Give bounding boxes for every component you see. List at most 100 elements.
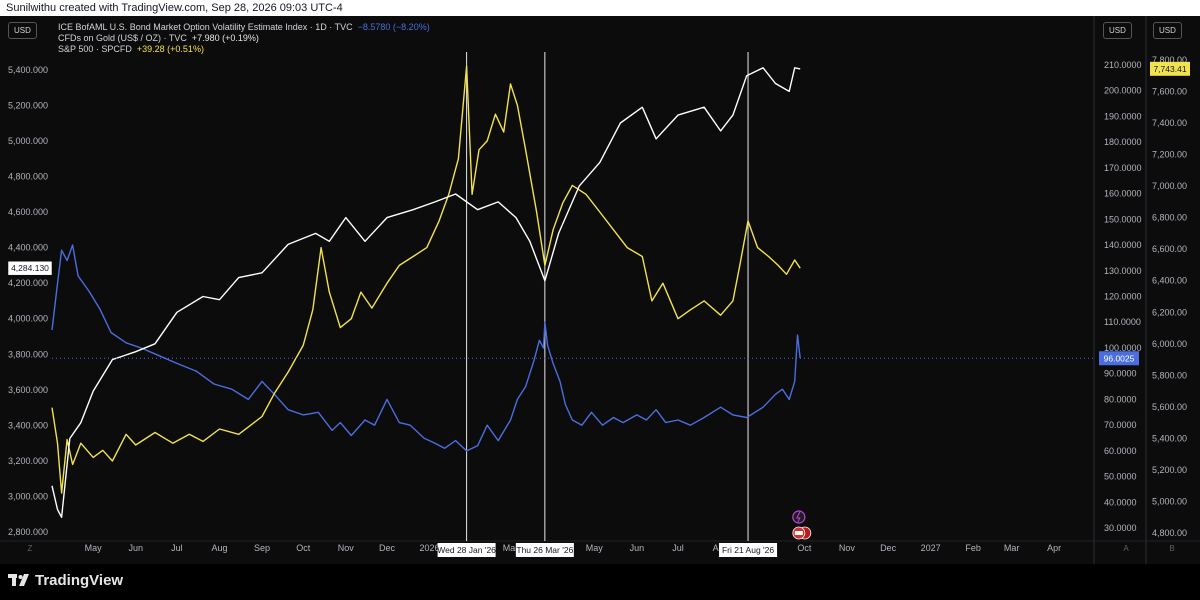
move-axis-tick-label: 90.0000 (1104, 369, 1137, 379)
labels-group: 4,284.130 96.0025 7,743.41 (7, 61, 1190, 540)
x-axis-tick-label: Sep (254, 543, 270, 553)
left-corner-letter: Z (28, 544, 33, 553)
legend-row-move[interactable]: ICE BofAML U.S. Bond Market Option Volat… (58, 22, 430, 33)
spx-axis-tick-label: 7,600.00 (1152, 86, 1187, 96)
gold-axis-tick-label: 2,800.000 (8, 527, 48, 537)
header-text: Sunilwithu created with TradingView.com,… (6, 2, 343, 14)
gold-axis-tick-label: 4,600.000 (8, 207, 48, 217)
spx-series-line (51, 67, 801, 518)
vertical-marker-date-label: Wed 28 Jan '26 (437, 545, 496, 555)
x-axis-tick-label: Nov (338, 543, 355, 553)
x-axis-tick-label: Aug (211, 543, 227, 553)
tradingview-brand: TradingView (35, 572, 124, 589)
move-axis-tick-label: 120.0000 (1104, 292, 1142, 302)
gold-axis-tick-label: 3,800.000 (8, 349, 48, 359)
move-axis-tick-label: 150.0000 (1104, 214, 1142, 224)
spx-axis-tick-label: 7,000.00 (1152, 181, 1187, 191)
move-axis-tick-label: 190.0000 (1104, 111, 1142, 121)
legend-spx-value: +39.28 (+0.51%) (136, 44, 204, 54)
axes-group: 2,800.000 3,000.000 3,200.000 3,400.000 3,60… (0, 16, 1200, 564)
x-axis-tick-label: 2026 (420, 543, 440, 553)
gold-series-line (51, 65, 801, 494)
footer: TradingView (0, 564, 1200, 600)
move-axis-tick-label: 100.0000 (1104, 343, 1142, 353)
gold-axis-tick-label: 4,000.000 (8, 314, 48, 324)
spx-axis-tick-label: 4,800.00 (1152, 528, 1187, 538)
legend-move-name: ICE BofAML U.S. Bond Market Option Volat… (58, 22, 353, 32)
gold-axis-tick-label: 5,200.000 (8, 100, 48, 110)
spx-axis-tick-label: 5,400.00 (1152, 433, 1187, 443)
chart-pane[interactable] (0, 16, 1200, 564)
left-currency-badge[interactable]: USD (8, 22, 37, 39)
spx-axis-tick-label: 5,200.00 (1152, 465, 1187, 475)
spx-axis-tick-label: 5,800.00 (1152, 370, 1187, 380)
header-bar: Sunilwithu created with TradingView.com,… (0, 0, 1200, 16)
spx-last-value-badge (1150, 61, 1190, 76)
x-axis-tick-label: May (85, 543, 103, 553)
x-axis-tick-label: Dec (379, 543, 396, 553)
move-axis-tick-label: 50.0000 (1104, 472, 1137, 482)
spx-axis-tick-label: 6,200.00 (1152, 307, 1187, 317)
spx-axis-tick-label: 6,800.00 (1152, 213, 1187, 223)
legend-move-value: −8.5780 (−8.20%) (357, 22, 430, 32)
x-axis-tick-label: Mar (503, 543, 519, 553)
x-axis-tick-label: Jul (171, 543, 183, 553)
x-axis-tick-label: Oct (797, 543, 812, 553)
gold-last-value-badge (7, 260, 53, 276)
move-axis-tick-label: 80.0000 (1104, 394, 1137, 404)
spx-axis-tick-label: 7,200.00 (1152, 150, 1187, 160)
legend[interactable]: ICE BofAML U.S. Bond Market Option Volat… (58, 22, 430, 55)
x-axis-tick-label: Mar (1004, 543, 1020, 553)
x-axis-tick-label: Apr (1047, 543, 1061, 553)
move-series-line (51, 244, 801, 452)
move-axis-tick-label: 60.0000 (1104, 446, 1137, 456)
move-axis-tick-label: 140.0000 (1104, 240, 1142, 250)
gold-axis-tick-label: 4,200.000 (8, 278, 48, 288)
spx-axis-tick-label: 7,400.00 (1152, 118, 1187, 128)
right-corner-letter-b: B (1169, 544, 1174, 553)
gold-axis-tick-label: 5,000.000 (8, 136, 48, 146)
move-axis-tick-label: 40.0000 (1104, 497, 1137, 507)
vertical-marker-date-badge (719, 543, 778, 557)
legend-gold-value: +7.980 (+0.19%) (191, 33, 259, 43)
right-corner-letter-a: A (1123, 544, 1129, 553)
x-axis-tick-label: Feb (965, 543, 981, 553)
series-group (51, 65, 801, 518)
spx-axis-tick-label: 6,600.00 (1152, 244, 1187, 254)
legend-gold-name: CFDs on Gold (US$ / OZ) · TVC (58, 33, 187, 43)
tradingview-logo[interactable]: TradingView (8, 572, 123, 589)
legend-spx-name: S&P 500 · SPCFD (58, 44, 132, 54)
x-axis-tick-label: Jul (672, 543, 684, 553)
spx-axis-tick-label: 6,000.00 (1152, 339, 1187, 349)
move-axis-tick-label: 30.0000 (1104, 523, 1137, 533)
right-currency-badge-spx[interactable]: USD (1153, 22, 1182, 39)
move-axis-tick-label: 70.0000 (1104, 420, 1137, 430)
gold-axis-tick-label: 3,600.000 (8, 385, 48, 395)
vertical-markers-group: Wed 28 Jan '26 Thu 26 Mar '26 Fri 21 Aug '… (437, 52, 778, 557)
gold-axis-tick-label: 4,800.000 (8, 171, 48, 181)
move-axis-tick-label: 160.0000 (1104, 189, 1142, 199)
spx-axis-tick-label: 6,400.00 (1152, 276, 1187, 286)
spx-axis-tick-label: 5,000.00 (1152, 497, 1187, 507)
legend-row-gold[interactable]: CFDs on Gold (US$ / OZ) · TVC +7.980 (+0… (58, 33, 430, 44)
vertical-marker-date-badge (437, 543, 496, 557)
move-axis-tick-label: 170.0000 (1104, 163, 1142, 173)
event-lightning-icon (792, 510, 806, 524)
x-axis-tick-label: Jun (128, 543, 143, 553)
tradingview-logo-icon (8, 573, 29, 586)
gold-axis-tick-label: 3,000.000 (8, 492, 48, 502)
move-axis-tick-label: 210.0000 (1104, 60, 1142, 70)
move-axis-tick-label: 130.0000 (1104, 266, 1142, 276)
spx-last-value-label: 7,743.41 (1153, 64, 1186, 74)
event-flag-stripe (794, 531, 803, 535)
move-last-value-label: 96.0025 (1104, 353, 1135, 363)
vertical-marker-date-label: Fri 21 Aug '26 (722, 545, 774, 555)
event-lightning-glyph (796, 511, 801, 523)
legend-row-spx[interactable]: S&P 500 · SPCFD +39.28 (+0.51%) (58, 44, 430, 55)
vertical-marker-date-label: Thu 26 Mar '26 (516, 545, 573, 555)
right-currency-badge-move[interactable]: USD (1103, 22, 1132, 39)
move-axis-tick-label: 110.0000 (1104, 317, 1141, 327)
move-axis-tick-label: 180.0000 (1104, 137, 1142, 147)
